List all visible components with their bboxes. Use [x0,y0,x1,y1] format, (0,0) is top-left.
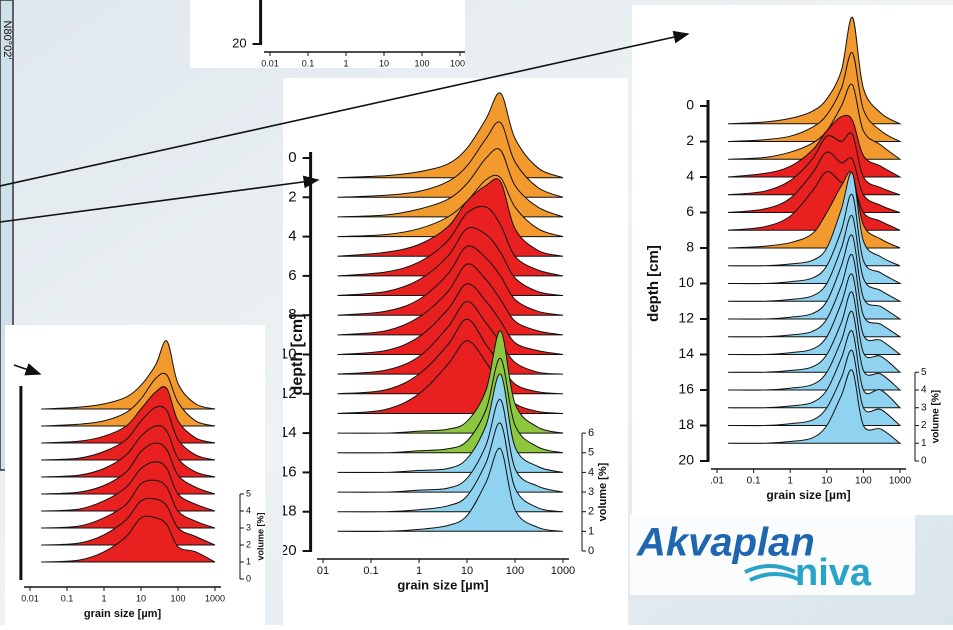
y-tick-label: 16 [678,381,694,397]
x-axis-label: grain size [µm] [766,488,850,502]
x-tick-label: 0.1 [363,565,378,577]
volume-tick-label: 5 [921,367,927,378]
y-tick-label: 4 [686,168,694,184]
volume-tick-label: 5 [246,488,251,498]
volume-tick-label: 1 [246,556,251,566]
y-tick-label: 8 [686,239,694,255]
x-tick-label: .01 [710,476,724,487]
y-axis-label: depth [cm] [645,245,662,322]
volume-tick-label: 4 [921,385,927,396]
y-tick-label: 20 [232,35,246,50]
x-tick-label: 1000 [551,565,575,577]
x-tick-label: 100 [506,565,524,577]
volume-tick-label: 3 [588,486,594,498]
volume-tick-label: 6 [588,427,594,439]
x-tick-label: 10 [379,58,389,68]
x-tick-label: 1 [343,58,348,68]
y-tick-label: 2 [288,188,296,205]
panel-background [632,5,953,515]
x-tick-label: 100 [414,58,429,68]
x-tick-label: 10 [136,593,146,603]
volume-tick-label: 0 [588,545,594,557]
page: N80°02' 0.010.11101001000grain size [µm]… [0,0,953,630]
y-tick-label: 12 [678,310,694,326]
map-label: N80°02' [1,21,13,60]
x-tick-label: 0.01 [21,593,39,603]
x-tick-label: 1000 [889,476,912,487]
x-axis-label: grain size [µm] [397,577,488,592]
x-tick-label: 10 [821,476,833,487]
slide: N80°02' 0.010.11101001000grain size [µm]… [0,0,953,625]
x-tick-label: 1 [416,565,422,577]
y-tick-label: 0 [288,149,296,166]
volume-tick-label: 2 [246,539,251,549]
x-tick-label: 1 [101,593,106,603]
volume-axis-label: volume [%] [597,462,609,521]
x-tick-label: 100 [855,476,872,487]
volume-tick-label: 1 [921,438,927,449]
y-tick-label: 20 [678,452,694,468]
volume-tick-label: 5 [588,447,594,459]
y-tick-label: 18 [678,416,694,432]
volume-tick-label: 3 [921,402,927,413]
y-tick-label: 0 [686,97,694,113]
x-tick-label: 100 [170,593,185,603]
x-axis-label: grain size [µm] [84,608,162,620]
x-tick-label: 1000 [205,593,225,603]
y-tick-label: 4 [288,228,296,245]
x-tick-label: 0.1 [747,476,761,487]
volume-tick-label: 3 [246,522,251,532]
y-tick-label: 6 [288,267,296,284]
volume-tick-label: 1 [588,525,594,537]
x-tick-label: 01 [317,565,329,577]
y-tick-label: 2 [686,132,694,148]
x-tick-label: 0.01 [261,58,279,68]
y-tick-label: 14 [678,345,694,361]
volume-axis-label: volume [%] [931,390,942,443]
x-tick-label: 0.1 [61,593,74,603]
y-axis-label: depth [cm] [289,314,306,396]
volume-tick-label: 4 [246,505,251,515]
logo-text: Akvaplan [636,521,815,565]
chart-panel: 0.01 0.1 1 10 100 1000 grain size [µm] 0 1 2 3 4 5 vo… [5,325,265,625]
volume-tick-label: 0 [921,456,927,467]
volume-tick-label: 2 [921,420,927,431]
x-tick-label: 0.1 [302,58,315,68]
logo: Akvaplan niva [630,515,915,595]
x-tick-label: 1 [787,476,793,487]
y-tick-label: 6 [686,203,694,219]
volume-tick-label: 4 [588,466,594,478]
x-tick-label: 10 [461,565,473,577]
volume-tick-label: 2 [588,506,594,518]
y-tick-label: 10 [678,274,694,290]
logo-text: niva [795,552,872,594]
volume-tick-label: 0 [246,573,251,583]
volume-axis-label: volume [%] [255,512,265,560]
